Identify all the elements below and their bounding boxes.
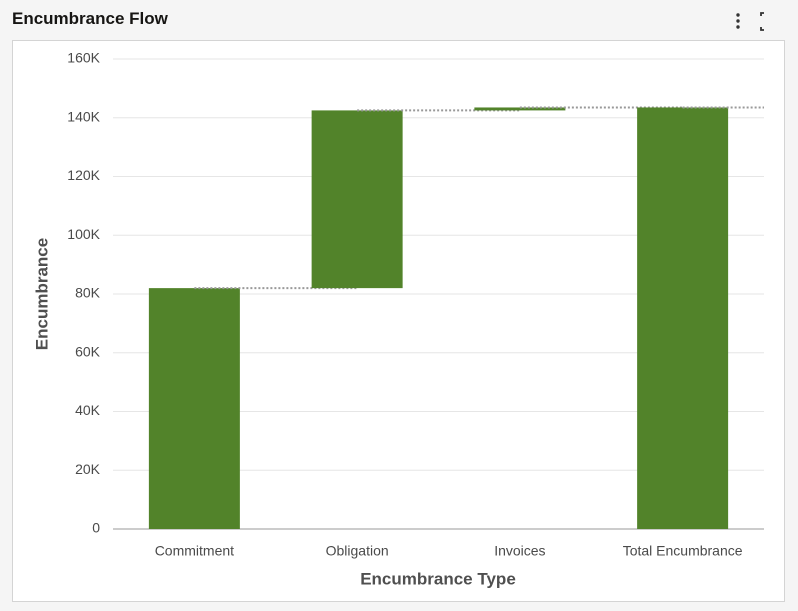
y-tick-label: 40K <box>75 402 101 418</box>
y-tick-label: 160K <box>67 50 100 66</box>
y-tick-label: 120K <box>67 167 100 183</box>
bar <box>311 110 403 289</box>
y-tick-label: 0 <box>92 520 100 536</box>
y-tick-label: 60K <box>75 343 101 359</box>
y-tick-label: 80K <box>75 285 101 301</box>
fullscreen-icon[interactable] <box>760 12 768 31</box>
y-tick-label: 140K <box>67 108 100 124</box>
x-tick-label: Commitment <box>155 543 234 559</box>
x-tick-label: Obligation <box>326 543 389 559</box>
bar <box>148 288 240 529</box>
y-tick-label: 20K <box>75 461 101 477</box>
bar <box>474 107 566 111</box>
y-axis-title: Encumbrance <box>32 238 51 350</box>
bar <box>637 107 729 529</box>
y-tick-label: 100K <box>67 226 100 242</box>
chart-title: Encumbrance Flow <box>12 9 168 28</box>
menu-icon[interactable] <box>736 13 740 29</box>
header-icons <box>736 12 768 31</box>
x-axis-title: Encumbrance Type <box>360 569 516 588</box>
x-tick-label: Total Encumbrance <box>623 543 743 559</box>
x-tick-label: Invoices <box>494 543 545 559</box>
